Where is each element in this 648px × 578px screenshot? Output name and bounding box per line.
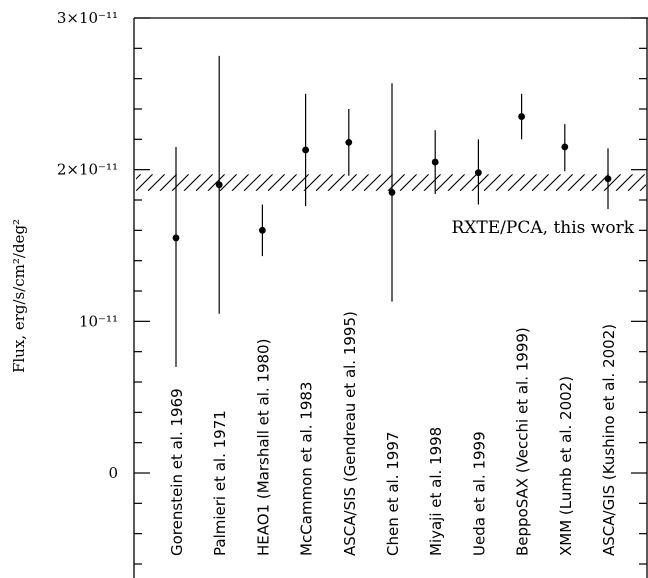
hatch-line [375,174,394,191]
hatch-line [315,174,334,191]
hatch-line [615,174,634,191]
experiment-label: McCammon et al. 1983 [298,382,316,556]
experiment-label: Gorenstein et al. 1969 [168,388,186,556]
axes [133,17,648,578]
y-tick-label: 0 [108,464,118,482]
data-point [259,226,266,234]
hatch-line [471,174,490,191]
hatch-line [543,174,562,191]
hatch-line [171,174,190,191]
experiment-label: BeppoSAX (Vecchi et al. 1999) [514,327,532,556]
hatch-line [399,174,418,191]
experiment-label: ASCA/GIS (Kushino et al. 2002) [600,324,618,556]
hatch-line [447,174,466,191]
hatch-line [507,174,526,191]
hatch-line [435,174,454,191]
band-hatch [136,174,646,191]
hatch-line [207,174,226,191]
hatch-line [351,174,370,191]
experiment-label: Palmieri et al. 1971 [211,410,229,556]
data-point [475,169,482,177]
hatch-line [531,174,550,191]
hatch-line [555,174,574,191]
y-tick-label: 3×10⁻¹¹ [57,9,118,27]
data-point [215,181,223,189]
data-point [172,234,180,242]
data-point [345,138,353,146]
hatch-line [339,174,358,191]
hatch-line [363,174,382,191]
hatch-line [519,174,538,191]
hatch-line [231,174,250,191]
y-tick-label: 2×10⁻¹¹ [57,161,118,179]
hatch-line [255,174,274,191]
experiment-label: Ueda et al. 1999 [470,431,488,556]
data-point [561,143,569,151]
experiment-label: HEAO1 (Marshall et al. 1980) [254,339,272,556]
reference-band [136,174,646,191]
hatch-line [243,174,262,191]
experiment-label: ASCA/SIS (Gendreau et al. 1995) [341,311,359,556]
hatch-line [567,174,586,191]
experiment-label: Chen et al. 1997 [384,432,402,556]
hatch-line [423,174,442,191]
hatch-line [267,174,286,191]
hatch-line [327,174,346,191]
hatch-line [219,174,238,191]
experiment-label: XMM (Lumb et al. 2002) [557,376,575,556]
data-point [302,146,309,154]
hatch-line [483,174,502,191]
hatch-line [159,174,178,191]
hatch-line [136,174,142,180]
hatch-line [195,174,214,191]
hatch-line [387,174,406,191]
hatch-line [627,174,646,191]
experiment-label: Miyaji et al. 1998 [427,427,445,556]
hatch-line [136,174,154,191]
data-points [172,55,612,367]
hatch-line [639,184,646,191]
hatch-line [411,174,430,191]
experiment-labels: Gorenstein et al. 1969 Palmieri et al. 19… [168,311,618,556]
hatch-line [279,174,298,191]
data-point [604,175,612,183]
hatch-line [495,174,514,191]
hatch-line [303,174,322,191]
hatch-line [459,174,478,191]
hatch-line [579,174,598,191]
y-tick-label: 10⁻¹¹ [79,312,118,330]
band-label: RXTE/PCA, this work [452,218,635,238]
y-axis-title: Flux, erg/s/cm²/deg² [10,219,28,373]
y-ticks: 3×10⁻¹¹ 2×10⁻¹¹ 10⁻¹¹ 0 [57,9,647,565]
hatch-line [183,174,202,191]
data-point [518,113,525,120]
data-point [388,189,396,196]
hatch-line [147,174,166,191]
data-point [431,158,439,166]
hatch-line [603,174,622,191]
